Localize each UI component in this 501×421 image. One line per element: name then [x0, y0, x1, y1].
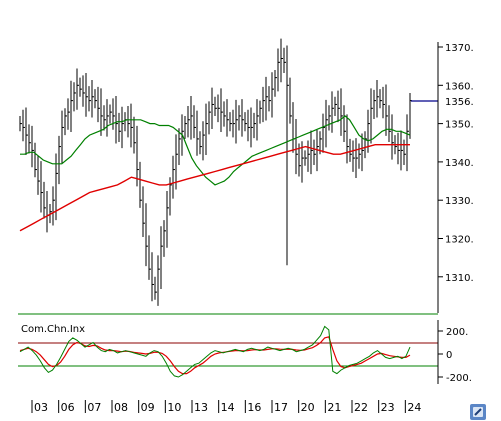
price-tick-label: 1370. — [445, 43, 474, 54]
last-price-label: 1356. — [445, 97, 474, 108]
price-bars — [19, 38, 412, 306]
date-tick-label: 17 — [274, 401, 288, 414]
cci-signal-line — [19, 336, 411, 375]
price-tick-label: 1340. — [445, 158, 474, 169]
price-panel: 1310. 1320. 1330. 1340. 1350. 1360. 1370. 1356… — [19, 38, 474, 313]
price-tick-label: 1350. — [445, 120, 474, 131]
date-tick-label: 03 — [34, 401, 48, 414]
date-tick-label: 10 — [167, 401, 181, 414]
chart-tool-icon[interactable] — [470, 404, 486, 420]
date-tick-label: 07 — [87, 401, 101, 414]
date-tick-label: 22 — [354, 401, 368, 414]
date-tick-label: 09 — [141, 401, 155, 414]
short-moving-average-line — [20, 115, 411, 186]
date-tick-label: 14 — [221, 401, 235, 414]
price-tick-label: 1310. — [445, 273, 474, 284]
price-axis-ticks: 1310. 1320. 1330. 1340. 1350. 1360. 1370. — [438, 43, 474, 284]
cci-line — [19, 325, 411, 378]
long-moving-average-line — [19, 144, 410, 232]
date-tick-label: 16 — [247, 401, 261, 414]
clip-mask — [439, 307, 501, 315]
date-tick-label: 13 — [194, 401, 208, 414]
indicator-tick-label: 0 — [446, 350, 452, 361]
indicator-tick-label: -200. — [446, 373, 472, 384]
price-tick-label: 1320. — [445, 235, 474, 246]
price-tick-label: 1330. — [445, 196, 474, 207]
date-tick-label: 24 — [407, 401, 421, 414]
date-tick-label: 21 — [327, 401, 341, 414]
indicator-tick-label: 200. — [446, 327, 468, 338]
date-tick-label: 23 — [381, 401, 395, 414]
indicator-axis-ticks: 200. 0 -200. — [438, 327, 472, 384]
indicator-panel: Com.Chn.Inx 200. 0 -200. — [18, 320, 472, 384]
date-tick-label: 06 — [61, 401, 75, 414]
price-tick-label: 1360. — [445, 81, 474, 92]
date-tick-label: 08 — [114, 401, 128, 414]
date-axis: 03 06 07 08 09 10 13 14 16 17 20 21 22 23 24 — [31, 400, 421, 414]
date-tick-label: 20 — [301, 401, 315, 414]
indicator-title: Com.Chn.Inx — [21, 324, 85, 335]
